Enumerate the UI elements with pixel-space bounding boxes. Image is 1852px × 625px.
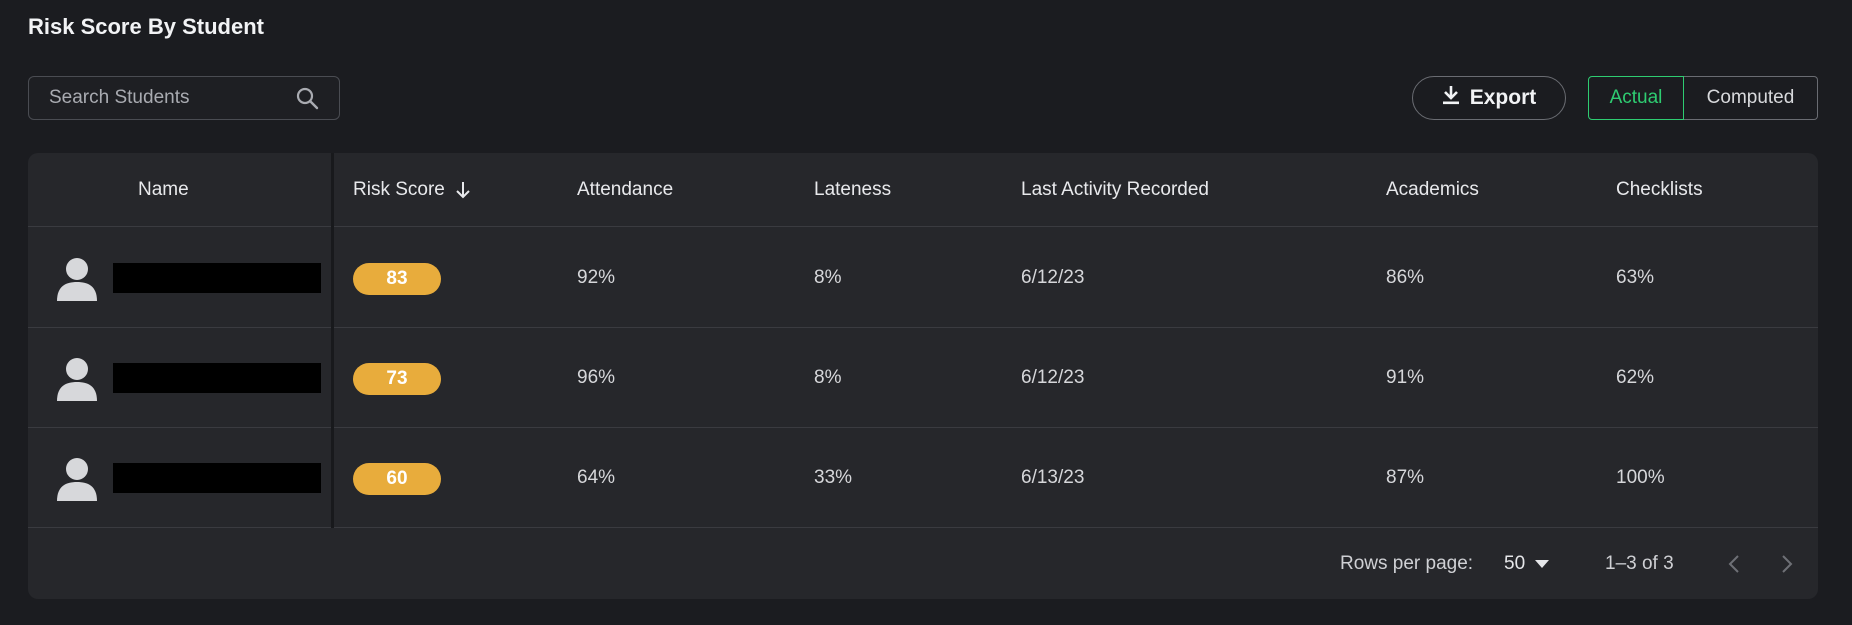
column-header-checklists[interactable]: Checklists	[1616, 179, 1703, 200]
caret-down-icon	[1535, 559, 1550, 568]
user-avatar-icon	[54, 355, 100, 401]
redacted-student-name[interactable]	[113, 463, 321, 493]
risk-score-badge: 83	[353, 263, 441, 295]
last-activity-cell: 6/12/23	[1021, 367, 1085, 388]
table-row[interactable]: 60 64% 33% 6/13/23 87% 100%	[28, 428, 1818, 528]
lateness-cell: 33%	[814, 467, 853, 488]
pagination-range: 1–3 of 3	[1605, 552, 1674, 574]
academics-cell: 87%	[1386, 467, 1425, 488]
academics-cell: 86%	[1386, 267, 1425, 288]
search-input[interactable]	[49, 87, 294, 109]
redacted-student-name[interactable]	[113, 263, 321, 293]
last-activity-cell: 6/12/23	[1021, 267, 1085, 288]
risk-score-badge: 60	[353, 463, 441, 495]
checklists-cell: 63%	[1616, 267, 1655, 288]
attendance-cell: 96%	[577, 367, 616, 388]
sort-arrow-down-icon[interactable]	[455, 181, 471, 199]
students-table: Name Risk Score Attendance Lateness Last…	[28, 153, 1818, 599]
redacted-student-name[interactable]	[113, 363, 321, 393]
toggle-actual[interactable]: Actual	[1588, 76, 1684, 120]
checklists-cell: 100%	[1616, 467, 1665, 488]
actual-computed-toggle: Actual Computed	[1588, 76, 1818, 120]
column-header-name[interactable]: Name	[138, 179, 189, 200]
user-avatar-icon	[54, 255, 100, 301]
column-header-risk-score[interactable]: Risk Score	[353, 153, 471, 227]
rows-per-page-label: Rows per page:	[1340, 552, 1474, 574]
search-icon[interactable]	[294, 84, 319, 112]
chevron-left-icon[interactable]	[1728, 528, 1740, 599]
table-row[interactable]: 83 92% 8% 6/12/23 86% 63%	[28, 228, 1818, 328]
column-header-last-activity[interactable]: Last Activity Recorded	[1021, 179, 1209, 200]
export-label: Export	[1469, 86, 1537, 109]
export-button[interactable]: Export	[1412, 76, 1566, 120]
risk-score-badge: 73	[353, 363, 441, 395]
attendance-cell: 64%	[577, 467, 616, 488]
rows-per-page-select[interactable]: 50	[1504, 528, 1550, 599]
search-box[interactable]	[28, 76, 340, 120]
user-avatar-icon	[54, 455, 100, 501]
last-activity-cell: 6/13/23	[1021, 467, 1085, 488]
column-header-academics[interactable]: Academics	[1386, 179, 1479, 200]
table-header: Name Risk Score Attendance Lateness Last…	[28, 153, 1818, 227]
toggle-computed[interactable]: Computed	[1684, 76, 1818, 120]
chevron-right-icon[interactable]	[1781, 528, 1793, 599]
name-column-divider	[331, 153, 334, 528]
download-icon	[1442, 85, 1460, 111]
column-header-lateness[interactable]: Lateness	[814, 179, 892, 200]
column-header-attendance[interactable]: Attendance	[577, 179, 674, 200]
page-title: Risk Score By Student	[28, 14, 264, 39]
lateness-cell: 8%	[814, 267, 842, 288]
checklists-cell: 62%	[1616, 367, 1655, 388]
academics-cell: 91%	[1386, 367, 1425, 388]
rows-per-page-value: 50	[1504, 552, 1526, 574]
table-row[interactable]: 73 96% 8% 6/12/23 91% 62%	[28, 328, 1818, 428]
attendance-cell: 92%	[577, 267, 616, 288]
column-header-risk-score-label: Risk Score	[353, 179, 445, 200]
table-pagination: Rows per page: 50 1–3 of 3	[28, 528, 1818, 599]
lateness-cell: 8%	[814, 367, 842, 388]
